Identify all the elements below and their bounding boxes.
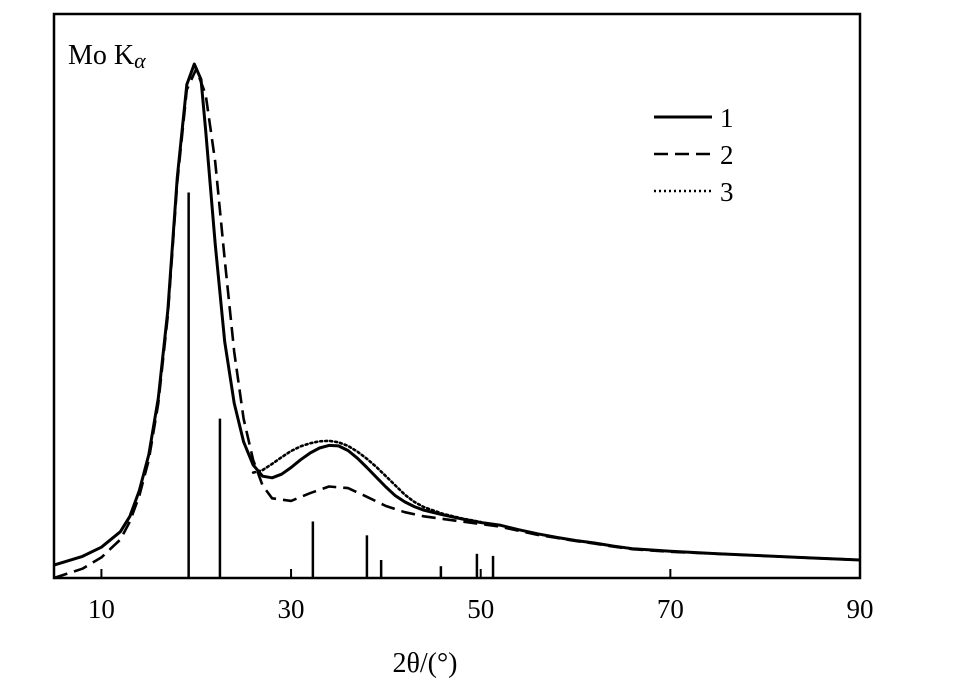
radiation-annotation: Mo Kα [68, 40, 146, 73]
reference-lines [187, 192, 495, 578]
x-tick-label: 30 [278, 594, 305, 624]
annotation-subscript: α [134, 48, 146, 73]
x-tick-label: 90 [847, 594, 874, 624]
series-1-line [53, 62, 861, 567]
legend: 1 2 3 [654, 103, 734, 207]
annotation-main: Mo K [68, 40, 134, 71]
x-axis-title: 2θ/(°) [392, 648, 457, 679]
x-tick-label: 10 [88, 594, 115, 624]
series-group [53, 62, 861, 580]
x-ticks: 10 30 50 70 90 [88, 569, 874, 624]
legend-label-2: 2 [720, 140, 734, 170]
legend-label-3: 3 [720, 177, 734, 207]
x-tick-label: 70 [657, 594, 684, 624]
series-2-line [53, 67, 861, 580]
series-3-line [251, 439, 482, 524]
legend-label-1: 1 [720, 103, 734, 133]
plot-frame [52, 12, 862, 580]
x-tick-label: 50 [467, 594, 494, 624]
